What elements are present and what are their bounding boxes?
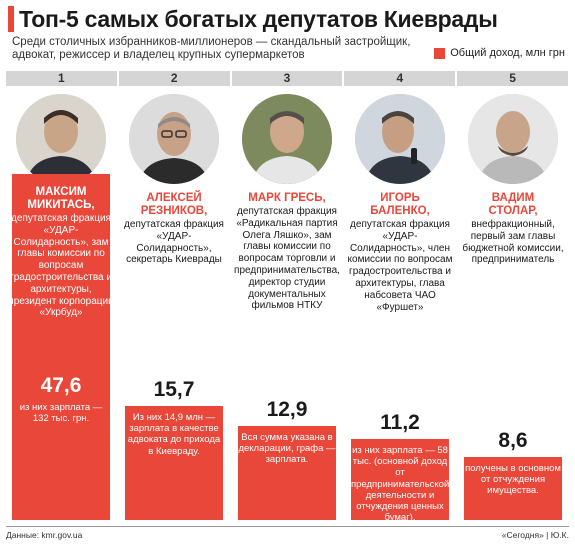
footer: Данные: kmr.gov.ua «Сегодня» | Ю.К. — [6, 526, 569, 540]
deputy-name: МАКСИМ — [35, 186, 87, 198]
deputy-info: ВАДИМ СТОЛАР, внефракционный, первый зам… — [458, 192, 568, 266]
value-note: Вся сумма указана в декларации, графа — … — [238, 432, 336, 466]
value-label: 8,6 — [498, 429, 528, 452]
credit-note: «Сегодня» | Ю.К. — [501, 530, 569, 540]
legend-label: Общий доход, млн грн — [450, 47, 565, 59]
person-silhouette-icon — [242, 94, 332, 184]
deputy-column: МАРК ГРЕСЬ, депутатская фракция «Радикал… — [232, 88, 342, 520]
title-accent-bar — [8, 6, 14, 32]
deputy-column: ВАДИМ СТОЛАР, внефракционный, первый зам… — [458, 88, 568, 520]
value-bar — [12, 174, 110, 520]
deputy-info: АЛЕКСЕЙ РЕЗНИКОВ, депутатская фракция «У… — [119, 192, 229, 266]
legend: Общий доход, млн грн — [434, 47, 565, 59]
deputy-info: ИГОРЬ БАЛЕНКО, депутатская фракция «УДАР… — [345, 192, 455, 313]
deputy-photo — [242, 94, 332, 184]
value-bar — [238, 426, 336, 520]
deputy-description: внефракционный, первый зам главы бюджетн… — [462, 219, 564, 266]
subtitle: Среди столичных избранников-миллионеров … — [12, 36, 411, 61]
deputy-surname: БАЛЕНКО, — [370, 205, 430, 217]
person-silhouette-icon — [129, 94, 219, 184]
value-label: 11,2 — [380, 411, 420, 434]
deputy-photo — [129, 94, 219, 184]
person-silhouette-icon — [16, 94, 106, 184]
value-note: получены в основном от отчуждения имущес… — [465, 463, 561, 497]
value-label: 47,6 — [40, 374, 82, 397]
rank-label: 5 — [457, 71, 568, 86]
deputy-description: депутатская фракция «УДАР-Солидарность»,… — [347, 219, 453, 313]
deputy-column: ИГОРЬ БАЛЕНКО, депутатская фракция «УДАР… — [345, 88, 455, 524]
value-bar — [351, 439, 449, 520]
deputy-photo — [355, 94, 445, 184]
value-note: из них зарплата — 132 тыс. грн. — [19, 402, 103, 425]
deputy-column: АЛЕКСЕЙ РЕЗНИКОВ, депутатская фракция «У… — [119, 88, 229, 520]
value-note: из них зарплата — 58 тыс. (основной дохо… — [351, 445, 450, 524]
deputy-description: депутатская фракция «Радикальная партия … — [234, 206, 340, 312]
rank-label: 2 — [118, 71, 232, 86]
value-bar — [125, 406, 223, 520]
deputy-name: АЛЕКСЕЙ — [146, 192, 202, 204]
deputy-info: МАРК ГРЕСЬ, депутатская фракция «Радикал… — [232, 192, 342, 312]
deputy-photo — [468, 94, 558, 184]
person-silhouette-icon — [355, 94, 445, 184]
deputy-surname: МИКИТАСЬ, — [27, 199, 95, 211]
deputy-name: ИГОРЬ — [380, 192, 420, 204]
person-silhouette-icon — [468, 94, 558, 184]
deputy-name: МАРК ГРЕСЬ, — [248, 192, 326, 204]
title-block: Топ-5 самых богатых депутатов Киеврады — [8, 4, 498, 34]
value-bar — [464, 457, 562, 520]
source-note: Данные: kmr.gov.ua — [6, 530, 83, 540]
deputy-description: депутатская фракция «УДАР-Солидарность»,… — [124, 219, 224, 266]
value-label: 12,9 — [266, 398, 308, 421]
deputy-name: ВАДИМ — [491, 192, 535, 204]
rank-strip: 1 2 3 4 5 — [6, 71, 568, 86]
value-note: Из них 14,9 млн — зарплата в качестве ад… — [127, 412, 221, 457]
rank-label: 1 — [6, 71, 119, 86]
deputy-column: МАКСИМ МИКИТАСЬ, депутатская фракция «УД… — [6, 88, 116, 520]
legend-swatch — [434, 47, 446, 59]
deputy-photo — [16, 94, 106, 184]
deputy-description: депутатская фракция «УДАР-Солидарность»,… — [8, 213, 114, 319]
deputy-surname: РЕЗНИКОВ, — [140, 205, 208, 217]
deputy-info: МАКСИМ МИКИТАСЬ, депутатская фракция «УД… — [6, 186, 116, 319]
value-label: 15,7 — [153, 378, 195, 401]
rank-label: 4 — [344, 71, 458, 86]
rank-label: 3 — [231, 71, 345, 86]
deputy-surname: СТОЛАР, — [488, 205, 538, 217]
page-title: Топ-5 самых богатых депутатов Киеврады — [19, 5, 498, 32]
